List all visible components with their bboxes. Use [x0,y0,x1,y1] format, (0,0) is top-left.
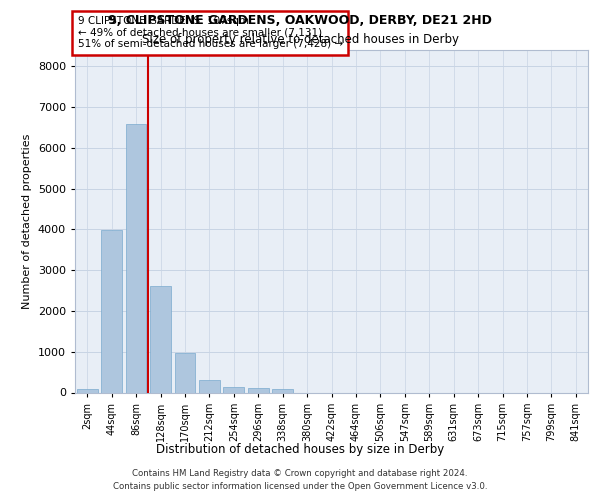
Text: Contains HM Land Registry data © Crown copyright and database right 2024.
Contai: Contains HM Land Registry data © Crown c… [113,470,487,491]
Bar [199,380,220,392]
Text: 9, CLIPSTONE GARDENS, OAKWOOD, DERBY, DE21 2HD: 9, CLIPSTONE GARDENS, OAKWOOD, DERBY, DE… [108,14,492,27]
Bar [248,388,269,392]
Bar [150,286,171,393]
Bar [101,230,122,392]
Bar [223,387,244,392]
Text: Size of property relative to detached houses in Derby: Size of property relative to detached ho… [142,33,458,46]
Text: Distribution of detached houses by size in Derby: Distribution of detached houses by size … [156,442,444,456]
Text: 9 CLIPSTONE GARDENS: 107sqm
← 49% of detached houses are smaller (7,131)
51% of : 9 CLIPSTONE GARDENS: 107sqm ← 49% of det… [77,16,343,50]
Y-axis label: Number of detached properties: Number of detached properties [22,134,32,309]
Bar [272,389,293,392]
Bar [77,389,98,392]
Bar [175,354,196,393]
Bar [125,124,146,392]
